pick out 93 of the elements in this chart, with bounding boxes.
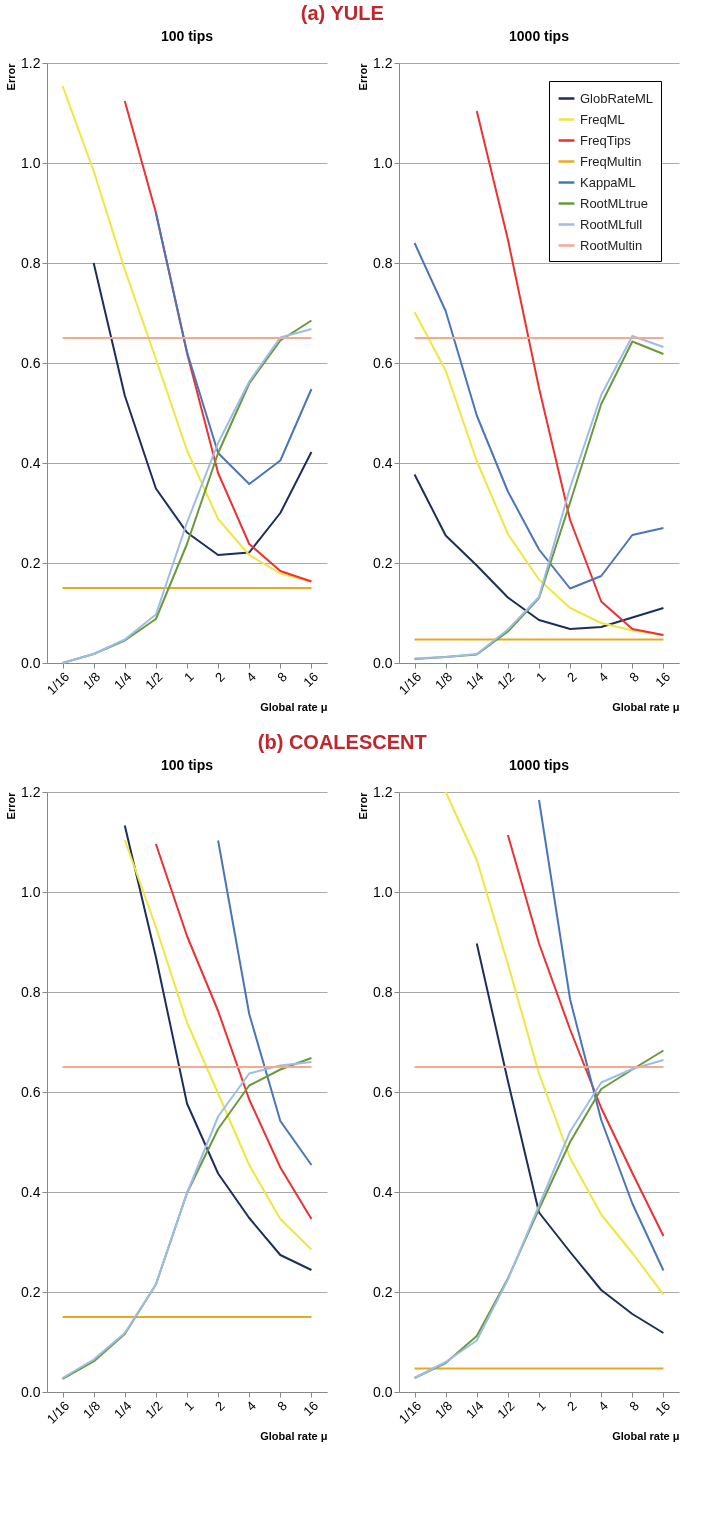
chart-title: 100 tips	[160, 757, 214, 773]
y-tick-label: 0.6	[21, 1083, 41, 1100]
x-tick-label: 1	[180, 1398, 197, 1414]
y-tick-label: 0.4	[373, 454, 393, 471]
y-tick-label: 0.0	[21, 1383, 41, 1400]
x-tick-label: 1	[532, 669, 549, 685]
line-series	[154, 212, 313, 485]
x-tick-label: 2	[564, 1398, 580, 1414]
line-series	[217, 839, 313, 1166]
line-series	[413, 473, 665, 630]
y-tick-label: 0.2	[373, 554, 393, 571]
line-series	[154, 843, 313, 1220]
y-tick-label: 0.6	[373, 354, 393, 371]
y-tick-label: 1.2	[21, 783, 41, 800]
x-tick-label: 1/2	[142, 1398, 166, 1422]
legend-label: GlobRateML	[580, 90, 653, 106]
line-series	[444, 791, 665, 1296]
x-tick-label: 1/4	[463, 1398, 487, 1422]
y-tick-label: 1.0	[373, 154, 393, 171]
y-tick-label: 0.0	[21, 654, 41, 671]
x-tick-label: 1	[180, 669, 197, 685]
x-tick-label: 2	[212, 669, 228, 685]
text: (a) YULE	[300, 2, 384, 24]
x-tick-label: 1/2	[494, 1398, 518, 1422]
y-tick-label: 1.0	[21, 154, 41, 171]
x-tick-label: 1/8	[79, 1398, 104, 1422]
x-tick-label: 4	[243, 669, 259, 685]
y-tick-label: 0.0	[373, 1383, 393, 1400]
x-tick-label: 1/2	[142, 669, 166, 693]
y-tick-label: 0.6	[21, 354, 41, 371]
x-tick-label: 1	[532, 1398, 549, 1414]
x-tick-label: 4	[243, 1398, 259, 1414]
legend-label: KappaML	[580, 174, 636, 190]
x-tick-label: 4	[595, 1398, 611, 1414]
y-tick-label: 1.2	[373, 783, 393, 800]
x-axis-title: Global rate μ	[612, 700, 680, 713]
x-axis-title: Global rate μ	[260, 1429, 328, 1442]
x-tick-label: 4	[595, 669, 611, 685]
y-axis-title: Error	[357, 791, 370, 820]
x-tick-label: 1/4	[111, 669, 135, 693]
chart-title: 1000 tips	[509, 757, 570, 773]
x-tick-label: 1/4	[111, 1398, 135, 1422]
y-tick-label: 0.8	[21, 983, 41, 1000]
text: (b) COALESCENT	[257, 731, 427, 753]
y-tick-label: 1.2	[21, 54, 41, 71]
x-tick-label: 2	[564, 669, 580, 685]
legend-label: FreqTips	[580, 132, 632, 148]
x-axis-title: Global rate μ	[612, 1429, 680, 1442]
x-axis-title: Global rate μ	[260, 700, 328, 713]
y-tick-label: 0.4	[373, 1183, 393, 1200]
y-tick-label: 0.2	[21, 1283, 41, 1300]
y-tick-label: 1.2	[373, 54, 393, 71]
x-tick-label: 16	[300, 669, 322, 690]
y-axis-title: Error	[5, 62, 18, 91]
y-tick-label: 1.0	[21, 883, 41, 900]
y-tick-label: 0.4	[21, 1183, 41, 1200]
legend-label: RootMLfull	[580, 216, 643, 232]
y-tick-label: 0.0	[373, 654, 393, 671]
line-series	[506, 834, 665, 1237]
x-tick-label: 1/8	[79, 669, 104, 693]
x-tick-label: 1/4	[463, 669, 487, 693]
x-tick-label: 8	[626, 1398, 643, 1414]
x-tick-label: 1/2	[494, 669, 518, 693]
line-series	[92, 262, 313, 556]
y-axis-title: Error	[5, 791, 18, 820]
y-tick-label: 0.2	[21, 554, 41, 571]
y-tick-label: 0.4	[21, 454, 41, 471]
y-tick-label: 0.8	[373, 983, 393, 1000]
line-series	[413, 242, 665, 590]
line-series	[475, 942, 665, 1334]
chart-title: 1000 tips	[509, 28, 570, 44]
x-tick-label: 8	[274, 669, 291, 685]
x-tick-label: 16	[652, 1398, 674, 1419]
x-tick-label: 8	[626, 669, 643, 685]
legend-label: RootMLtrue	[580, 195, 648, 211]
chart-title: 100 tips	[160, 28, 214, 44]
legend-label: FreqMultin	[580, 153, 642, 169]
line-series	[475, 110, 665, 636]
y-axis-title: Error	[357, 62, 370, 91]
y-tick-label: 0.8	[21, 254, 41, 271]
x-tick-label: 8	[274, 1398, 291, 1414]
x-tick-label: 16	[300, 1398, 322, 1419]
y-tick-label: 0.6	[373, 1083, 393, 1100]
x-tick-label: 2	[212, 1398, 228, 1414]
x-tick-label: 1/8	[431, 1398, 456, 1422]
x-tick-label: 16	[652, 669, 674, 690]
line-series	[538, 799, 665, 1272]
y-tick-label: 1.0	[373, 883, 393, 900]
y-tick-label: 0.2	[373, 1283, 393, 1300]
legend-label: FreqML	[580, 111, 625, 127]
y-tick-label: 0.8	[373, 254, 393, 271]
legend-label: RootMultin	[580, 237, 643, 253]
x-tick-label: 1/8	[431, 669, 456, 693]
